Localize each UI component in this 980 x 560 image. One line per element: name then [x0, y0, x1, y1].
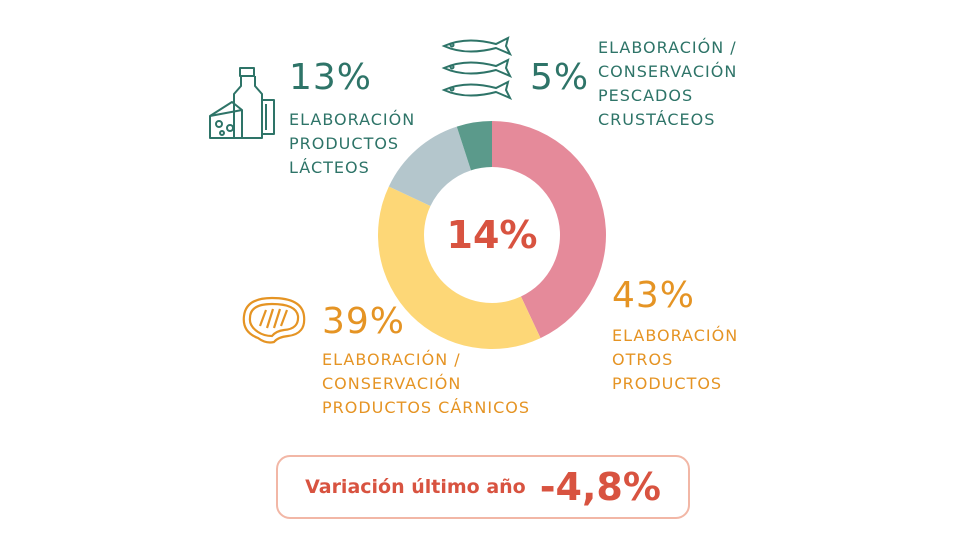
otros-percent: 43%: [612, 275, 696, 316]
pescados-percent: 5%: [530, 57, 590, 98]
donut-chart: [378, 121, 606, 350]
variation-value: -4,8%: [539, 465, 661, 509]
donut-slice-1: [378, 186, 541, 350]
donut-slice-3: [456, 121, 492, 171]
milk-cheese-icon: [209, 67, 275, 139]
carnicos-percent: 39%: [322, 301, 406, 342]
fish-icon: [441, 36, 513, 100]
donut-slice-0: [492, 121, 606, 339]
lacteos-percent: 13%: [289, 57, 373, 98]
center-percent: 14%: [446, 213, 538, 257]
carnicos-label: ELABORACIÓN / CONSERVACIÓN PRODUCTOS CÁR…: [322, 350, 531, 417]
variation-box: Variación último año -4,8%: [276, 455, 690, 519]
otros-label: ELABORACIÓN OTROS PRODUCTOS: [612, 326, 739, 393]
donut-slice-2: [388, 126, 471, 207]
variation-label: Variación último año: [305, 476, 526, 498]
pescados-label: ELABORACIÓN / CONSERVACIÓN PESCADOS CRUS…: [598, 38, 738, 129]
steak-icon: [242, 296, 306, 344]
lacteos-label: ELABORACIÓN PRODUCTOS LÁCTEOS: [289, 110, 416, 177]
